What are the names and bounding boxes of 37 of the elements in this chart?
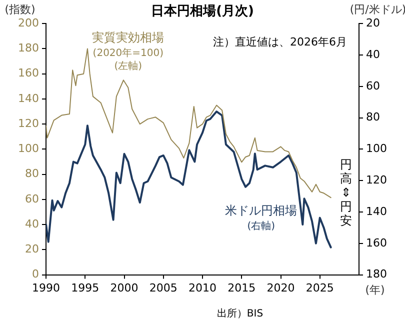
- y2-tick-label: 180: [366, 268, 387, 281]
- y2-tick-label: 100: [366, 142, 387, 156]
- x-tick-label: 2015: [228, 281, 256, 294]
- y-tick-label: 180: [18, 42, 39, 55]
- y-tick-label: 20: [25, 242, 39, 256]
- x-tick-label: 2025: [306, 281, 334, 294]
- annotation: 注）直近値は、2026年6月: [213, 35, 347, 48]
- y-axis-title: (指数): [4, 2, 36, 16]
- y2-tick-label: 40: [366, 48, 380, 61]
- y-tick-label: 200: [18, 16, 39, 30]
- y2-tick-label: 20: [366, 16, 380, 30]
- annotation: 円高⇕円安: [340, 158, 352, 228]
- y-tick-label: 160: [18, 66, 39, 80]
- x-tick-label: 1995: [71, 281, 100, 294]
- x-tick-label: 2010: [188, 281, 216, 294]
- y-tick-label: 100: [18, 142, 39, 156]
- text: 出所）BIS: [216, 308, 264, 320]
- y-tick-label: 0: [32, 268, 39, 281]
- x-tick-label: 2020: [266, 281, 295, 294]
- y-tick-label: 40: [25, 217, 39, 230]
- series-label: 実質実効相場 (2020年=100) (左軸): [92, 30, 164, 72]
- chart-title: 日本円相場(月次): [151, 4, 254, 20]
- x-tick-label: 2000: [110, 281, 138, 294]
- y2-axis-title: (円/米ドル): [350, 2, 405, 16]
- y2-tick-label: 160: [366, 236, 387, 250]
- x-axis-title: (年): [365, 284, 385, 297]
- y-tick-label: 140: [18, 92, 39, 105]
- y2-tick-label: 120: [366, 173, 387, 186]
- y2-tick-label: 60: [366, 79, 380, 92]
- series-label: 米ドル円相場 (右軸): [225, 204, 298, 232]
- y-tick-label: 80: [25, 167, 39, 180]
- x-tick-label: 2005: [149, 281, 178, 294]
- y2-tick-label: 140: [366, 204, 387, 218]
- x-tick-label: 1990: [32, 281, 60, 294]
- y2-tick-label: 80: [366, 110, 380, 124]
- y-tick-label: 60: [25, 192, 39, 206]
- y-tick-label: 120: [18, 116, 39, 130]
